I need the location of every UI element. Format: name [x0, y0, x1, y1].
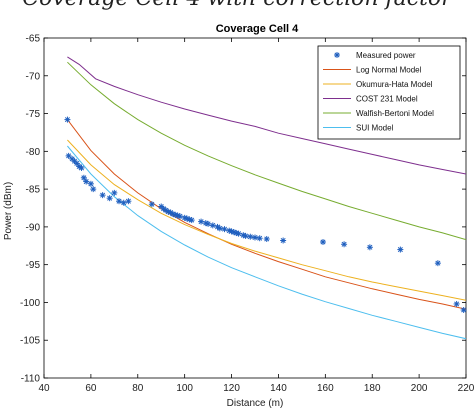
legend-label-measured-power: Measured power	[356, 51, 416, 60]
measured-point	[209, 222, 216, 229]
legend-label-walfish-bertoni-model: Walfish-Bertoni Model	[356, 109, 434, 118]
measured-point	[397, 246, 404, 253]
measured-point	[280, 237, 287, 244]
measured-point	[83, 178, 90, 185]
measured-point	[434, 260, 441, 267]
measured-point	[216, 225, 223, 232]
cost-231-model-line	[67, 56, 466, 175]
log-normal-model-line	[67, 119, 466, 310]
legend-swatch-measured-power	[334, 52, 340, 58]
walfish-bertoni-model-line	[67, 61, 466, 241]
measured-point	[106, 195, 113, 202]
y-tick-label: -85	[26, 185, 41, 196]
measured-point	[64, 116, 71, 123]
x-tick-label: 140	[270, 383, 287, 394]
legend-label-sui-model: SUI Model	[356, 124, 394, 133]
measured-point	[221, 226, 228, 233]
y-tick-label: -75	[26, 109, 41, 120]
x-axis-label: Distance (m)	[227, 398, 284, 409]
measured-point	[125, 198, 132, 205]
x-tick-label: 200	[411, 383, 428, 394]
x-tick-label: 100	[176, 383, 193, 394]
x-tick-label: 60	[85, 383, 97, 394]
measured-point	[205, 220, 212, 227]
measured-point	[120, 199, 127, 206]
measured-point	[341, 241, 348, 248]
model-lines	[67, 56, 466, 340]
measured-point	[116, 198, 123, 205]
measured-markers	[64, 116, 467, 313]
y-axis-ticks: -110 -105 -100 -95 -90 -85 -80 -75 -70 -65	[20, 34, 466, 385]
y-tick-label: -110	[21, 374, 41, 385]
x-tick-label: 120	[223, 383, 240, 394]
measured-point	[460, 307, 467, 313]
legend: Measured power Log Normal Model Okumura-Ha…	[317, 45, 461, 140]
measured-point	[148, 201, 155, 208]
legend-label-cost-231-model: COST 231 Model	[356, 95, 418, 104]
y-tick-label: -65	[26, 34, 41, 45]
measured-point	[319, 239, 326, 245]
x-axis-ticks: 40 60 80 100 120 140 160 180 200 220	[38, 38, 474, 394]
measured-point	[242, 232, 249, 239]
measured-point	[78, 164, 85, 171]
y-tick-label: -80	[26, 147, 41, 158]
measured-point	[87, 180, 94, 187]
x-tick-label: 180	[364, 383, 381, 394]
x-tick-label: 40	[38, 383, 50, 394]
chart-title: Coverage Cell 4	[216, 23, 299, 35]
measured-point	[366, 244, 373, 251]
legend-label-log-normal-model: Log Normal Model	[356, 66, 422, 75]
measured-point	[247, 233, 254, 240]
x-tick-label: 160	[317, 383, 334, 394]
measured-point	[111, 189, 118, 196]
x-tick-label: 220	[458, 383, 474, 394]
y-tick-label: -95	[26, 260, 41, 271]
measured-point	[453, 300, 460, 307]
measured-point	[256, 235, 263, 242]
y-tick-label: -100	[20, 298, 40, 309]
measured-point	[90, 186, 97, 193]
measured-point	[252, 234, 258, 241]
measured-point	[99, 192, 106, 199]
measured-point	[235, 230, 242, 237]
measured-point	[188, 217, 195, 224]
y-tick-label: -70	[26, 71, 41, 82]
okumura-hata-model-line	[67, 139, 466, 301]
measured-point	[176, 213, 183, 220]
y-tick-label: -90	[26, 222, 41, 233]
page-title: Coverage Cell 4 with correction factor	[0, 0, 474, 11]
y-tick-label: -105	[20, 336, 40, 347]
legend-box	[317, 45, 461, 140]
measured-point	[263, 235, 270, 242]
x-tick-label: 80	[132, 383, 144, 394]
y-axis-label: Power (dBm)	[3, 182, 14, 240]
measured-point	[202, 220, 209, 227]
measured-point	[198, 218, 205, 225]
legend-label-okumura-hata-model: Okumura-Hata Model	[356, 80, 433, 89]
sui-model-line	[67, 145, 466, 340]
